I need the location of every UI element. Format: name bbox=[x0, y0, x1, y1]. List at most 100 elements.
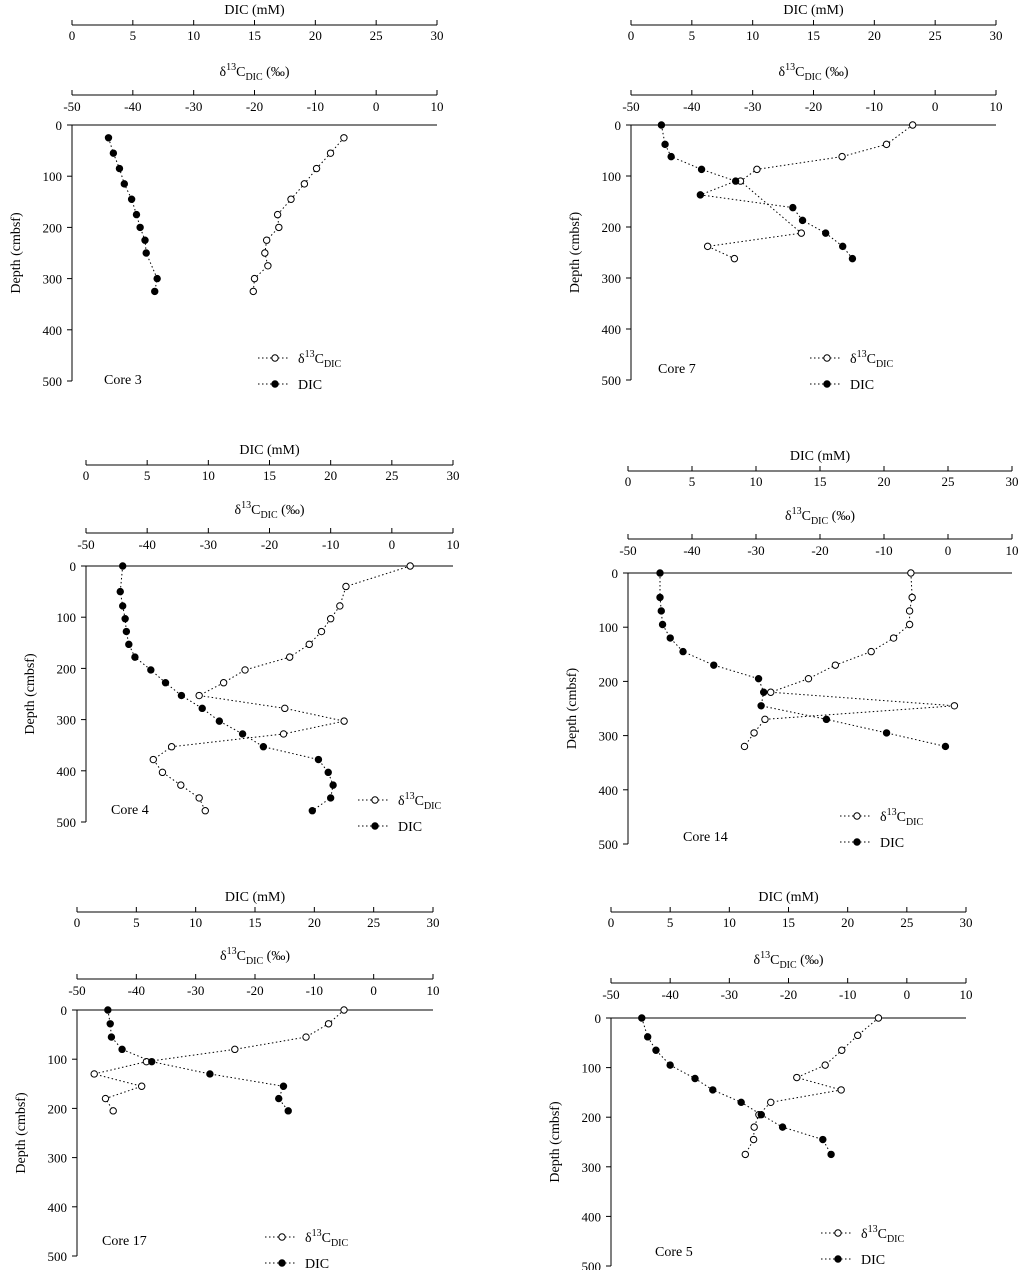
dic-tick-label: 0 bbox=[625, 474, 632, 489]
core-label: Core 3 bbox=[104, 373, 142, 388]
dic-axis-title: DIC (mM) bbox=[239, 443, 300, 458]
d13c-point bbox=[905, 620, 914, 629]
depth-tick-label: 400 bbox=[57, 764, 77, 779]
legend: δ13CDIC DIC bbox=[840, 807, 924, 851]
dic-point bbox=[827, 1150, 835, 1159]
dic-tick-label: 15 bbox=[249, 915, 262, 930]
d13c-point bbox=[750, 1123, 758, 1131]
depth-tick-label: 100 bbox=[48, 1052, 68, 1067]
d13c-tick-label: 10 bbox=[431, 99, 444, 114]
dic-tick-label: 10 bbox=[750, 474, 763, 489]
dic-point bbox=[709, 1086, 717, 1094]
d13c-series-line bbox=[744, 572, 955, 747]
dic-tick-label: 10 bbox=[746, 28, 759, 43]
dic-point bbox=[638, 1014, 646, 1022]
d13c-point bbox=[241, 666, 249, 674]
d13c-point bbox=[797, 229, 806, 237]
d13c-tick-label: -40 bbox=[128, 983, 145, 998]
d13c-tick-label: -10 bbox=[875, 543, 892, 558]
legend-dic-marker bbox=[823, 380, 831, 388]
d13c-point bbox=[336, 602, 344, 610]
d13c-point bbox=[177, 781, 185, 789]
dic-point bbox=[737, 1098, 745, 1107]
dic-point bbox=[147, 666, 155, 674]
dic-tick-label: 25 bbox=[385, 468, 398, 483]
d13c-point bbox=[749, 1135, 758, 1144]
dic-point bbox=[104, 134, 113, 142]
dic-point bbox=[131, 653, 139, 661]
dic-tick-label: 20 bbox=[309, 28, 322, 43]
d13c-point bbox=[767, 1098, 775, 1107]
dic-point bbox=[661, 140, 669, 149]
depth-tick-label: 200 bbox=[43, 220, 63, 235]
core-label: Core 17 bbox=[102, 1234, 147, 1249]
dic-point bbox=[819, 1135, 827, 1144]
dic-series-line bbox=[641, 1017, 832, 1155]
d13c-point bbox=[275, 223, 283, 232]
d13c-tick-label: -10 bbox=[839, 987, 856, 1002]
d13c-point bbox=[158, 768, 167, 777]
dic-axis-title: DIC (mM) bbox=[790, 449, 851, 464]
d13c-point bbox=[340, 134, 348, 142]
legend-dic-marker bbox=[271, 380, 279, 388]
d13c-tick-label: -20 bbox=[246, 99, 263, 114]
depth-tick-label: 0 bbox=[61, 1003, 68, 1018]
d13c-tick-label: -40 bbox=[683, 543, 700, 558]
dic-series-line bbox=[119, 565, 334, 812]
dic-point bbox=[691, 1074, 699, 1083]
d13c-point bbox=[874, 1014, 883, 1022]
d13c-point bbox=[908, 121, 917, 129]
d13c-axis-title: δ13CDIC (‰) bbox=[778, 62, 848, 83]
d13c-tick-label: 0 bbox=[389, 537, 396, 552]
core-label: Core 4 bbox=[111, 803, 149, 818]
d13c-tick-label: -30 bbox=[200, 537, 217, 552]
dic-point bbox=[778, 1123, 787, 1131]
panel-core-14: 0 5 10 15 20 25 30 DIC (mM) -50 -40 -30 -20 -10 0 10 δ1… bbox=[565, 449, 1019, 852]
d13c-point bbox=[837, 1086, 845, 1094]
dic-point bbox=[115, 164, 124, 173]
d13c-series-line bbox=[705, 124, 913, 260]
legend-dic-label: DIC bbox=[880, 836, 904, 851]
dic-axis-title: DIC (mM) bbox=[758, 890, 819, 905]
d13c-point bbox=[750, 729, 758, 737]
dic-point bbox=[941, 742, 950, 751]
dic-tick-label: 5 bbox=[689, 474, 696, 489]
d13c-tick-label: -50 bbox=[77, 537, 94, 552]
legend-d13c-label: δ13CDIC bbox=[298, 349, 342, 370]
panel-core-7: 0 5 10 15 20 25 30 DIC (mM) -50 -40 -30 -20 -10 0 10 δ1… bbox=[568, 3, 1003, 393]
d13c-point bbox=[326, 615, 335, 623]
d13c-point bbox=[302, 1033, 310, 1041]
d13c-point bbox=[300, 180, 309, 188]
dic-point bbox=[324, 768, 332, 777]
d13c-axis-title: δ13CDIC (‰) bbox=[219, 62, 289, 83]
depth-tick-label: 400 bbox=[599, 783, 619, 798]
depth-axis-title: Depth (cmbsf) bbox=[548, 1101, 563, 1183]
dic-tick-label: 0 bbox=[83, 468, 90, 483]
d13c-tick-label: -30 bbox=[187, 983, 204, 998]
depth-tick-label: 200 bbox=[599, 674, 619, 689]
dic-point bbox=[279, 1082, 288, 1090]
d13c-point bbox=[741, 1150, 750, 1159]
d13c-tick-label: -50 bbox=[622, 99, 639, 114]
d13c-point bbox=[342, 582, 350, 591]
d13c-tick-label: -50 bbox=[68, 983, 85, 998]
dic-point bbox=[757, 702, 765, 710]
d13c-point bbox=[195, 794, 203, 802]
legend-dic-label: DIC bbox=[298, 378, 322, 393]
dic-point bbox=[329, 781, 337, 789]
dic-point bbox=[142, 249, 150, 257]
d13c-tick-label: 0 bbox=[932, 99, 939, 114]
d13c-tick-label: -40 bbox=[124, 99, 141, 114]
panel-core-3: 0 5 10 15 20 25 30 DIC (mM) -50 -40 -30 -20 -10 0 10 δ1… bbox=[9, 3, 444, 393]
dic-tick-label: 30 bbox=[431, 28, 444, 43]
dic-point bbox=[119, 602, 127, 610]
d13c-series-line bbox=[152, 565, 411, 811]
d13c-point bbox=[324, 1020, 333, 1028]
legend-d13c-label: δ13CDIC bbox=[861, 1224, 905, 1245]
d13c-tick-label: -20 bbox=[246, 983, 263, 998]
dic-tick-label: 15 bbox=[782, 915, 795, 930]
d13c-point bbox=[305, 640, 313, 649]
dic-point bbox=[652, 1046, 660, 1054]
d13c-point bbox=[149, 755, 157, 764]
dic-point bbox=[275, 1094, 283, 1103]
